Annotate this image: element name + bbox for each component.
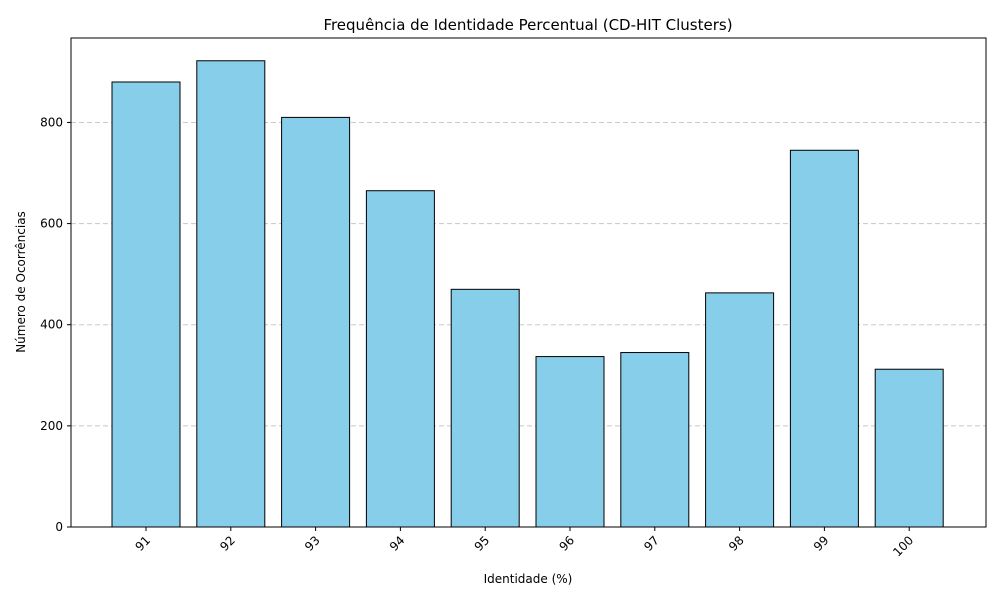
x-tick-label: 95 <box>472 533 493 554</box>
x-axis-label: Identidade (%) <box>484 572 573 586</box>
x-tick-label: 92 <box>217 533 238 554</box>
y-tick-label: 400 <box>40 318 63 332</box>
bar-100 <box>874 368 944 528</box>
x-tick-label: 99 <box>811 533 832 554</box>
bar-94 <box>365 190 435 528</box>
y-axis-label: Número de Ocorrências <box>14 211 28 353</box>
x-tick-label: 98 <box>726 533 747 554</box>
x-tick-label: 94 <box>387 533 408 554</box>
bar-91 <box>111 81 181 528</box>
x-tick-label: 100 <box>890 533 916 559</box>
y-tick-label: 600 <box>40 217 63 231</box>
plot-frame <box>70 37 987 528</box>
x-axis: 91 92 93 94 95 96 97 98 99 100 <box>132 527 916 559</box>
bar-95 <box>450 288 520 528</box>
bars <box>111 60 944 528</box>
x-tick-label: 91 <box>132 533 153 554</box>
x-tick-label: 96 <box>556 533 577 554</box>
y-axis: 0 200 400 600 800 <box>40 115 71 534</box>
y-tick-label: 800 <box>40 115 63 129</box>
bar-92 <box>196 60 266 528</box>
y-tick-label: 200 <box>40 419 63 433</box>
x-tick-label: 97 <box>641 533 662 554</box>
chart-title: Frequência de Identidade Percentual (CD-… <box>323 16 732 34</box>
bar-98 <box>705 292 775 528</box>
y-tick-label: 0 <box>55 520 63 534</box>
bar-96 <box>535 356 605 528</box>
bar-99 <box>789 149 859 528</box>
bar-97 <box>620 352 690 528</box>
x-tick-label: 93 <box>302 533 323 554</box>
bar-93 <box>281 116 351 528</box>
